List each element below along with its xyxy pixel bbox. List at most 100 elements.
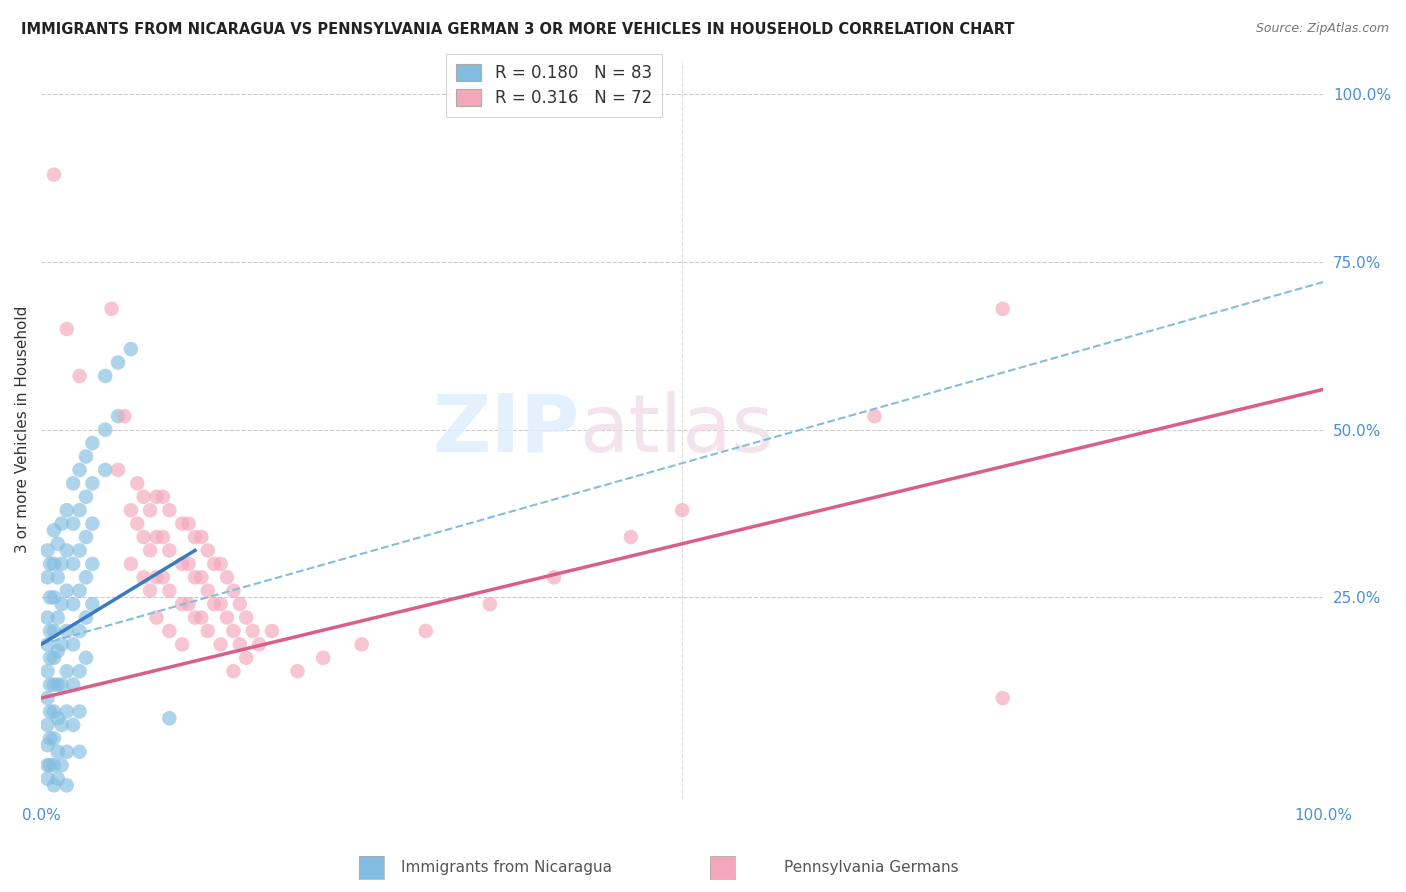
- Point: [37, 772, 59, 786]
- Point: [62, 678, 84, 692]
- Point: [620, 530, 643, 544]
- Point: [62, 597, 84, 611]
- Point: [157, 543, 180, 558]
- Point: [177, 557, 200, 571]
- Point: [222, 624, 245, 638]
- Point: [991, 691, 1014, 706]
- Point: [222, 665, 245, 679]
- Point: [42, 758, 65, 772]
- Point: [209, 597, 232, 611]
- Point: [157, 624, 180, 638]
- Point: [247, 637, 270, 651]
- Point: [157, 583, 180, 598]
- Point: [202, 597, 225, 611]
- Point: [55, 322, 77, 336]
- Point: [51, 758, 73, 772]
- Point: [145, 490, 167, 504]
- Point: [75, 530, 97, 544]
- Point: [37, 610, 59, 624]
- Point: [543, 570, 565, 584]
- Point: [863, 409, 886, 424]
- Point: [37, 570, 59, 584]
- Point: [107, 463, 129, 477]
- Point: [75, 450, 97, 464]
- Point: [37, 665, 59, 679]
- Point: [202, 557, 225, 571]
- Point: [94, 368, 117, 383]
- Point: [229, 637, 252, 651]
- Point: [177, 516, 200, 531]
- Point: [55, 778, 77, 792]
- Point: [100, 301, 122, 316]
- Point: [55, 665, 77, 679]
- Point: [132, 530, 155, 544]
- Point: [190, 530, 212, 544]
- Point: [37, 758, 59, 772]
- Point: [197, 543, 219, 558]
- Point: [222, 583, 245, 598]
- Point: [46, 678, 69, 692]
- Point: [145, 530, 167, 544]
- Point: [39, 758, 62, 772]
- Point: [215, 570, 238, 584]
- Point: [69, 745, 91, 759]
- Point: [42, 591, 65, 605]
- Point: [184, 570, 207, 584]
- Point: [94, 463, 117, 477]
- Point: [51, 718, 73, 732]
- Text: atlas: atlas: [579, 391, 773, 468]
- Point: [39, 591, 62, 605]
- Point: [139, 543, 162, 558]
- Point: [82, 557, 104, 571]
- Point: [42, 557, 65, 571]
- Point: [107, 355, 129, 369]
- Point: [75, 610, 97, 624]
- Point: [152, 530, 174, 544]
- Point: [42, 624, 65, 638]
- Point: [671, 503, 693, 517]
- Point: [152, 570, 174, 584]
- Point: [120, 342, 142, 356]
- Point: [46, 711, 69, 725]
- Point: [42, 650, 65, 665]
- Point: [415, 624, 437, 638]
- Point: [235, 610, 257, 624]
- Point: [127, 516, 149, 531]
- Point: [42, 168, 65, 182]
- Point: [37, 543, 59, 558]
- Point: [69, 583, 91, 598]
- Point: [42, 778, 65, 792]
- Point: [55, 543, 77, 558]
- Point: [51, 678, 73, 692]
- Point: [82, 516, 104, 531]
- Point: [132, 570, 155, 584]
- Point: [190, 570, 212, 584]
- Point: [46, 644, 69, 658]
- Point: [62, 718, 84, 732]
- Point: [39, 624, 62, 638]
- Point: [478, 597, 501, 611]
- Point: [82, 436, 104, 450]
- Point: [184, 530, 207, 544]
- Point: [37, 637, 59, 651]
- Point: [107, 409, 129, 424]
- Point: [132, 490, 155, 504]
- Point: [51, 557, 73, 571]
- Point: [51, 637, 73, 651]
- Point: [991, 301, 1014, 316]
- Point: [51, 516, 73, 531]
- Point: [69, 705, 91, 719]
- Point: [46, 772, 69, 786]
- Point: [37, 738, 59, 752]
- Text: IMMIGRANTS FROM NICARAGUA VS PENNSYLVANIA GERMAN 3 OR MORE VEHICLES IN HOUSEHOLD: IMMIGRANTS FROM NICARAGUA VS PENNSYLVANI…: [21, 22, 1015, 37]
- Point: [350, 637, 373, 651]
- Text: Immigrants from Nicaragua: Immigrants from Nicaragua: [401, 860, 612, 874]
- Point: [42, 524, 65, 538]
- Point: [46, 570, 69, 584]
- Text: ZIP: ZIP: [433, 391, 579, 468]
- Point: [120, 557, 142, 571]
- Point: [46, 537, 69, 551]
- Point: [69, 665, 91, 679]
- Point: [260, 624, 283, 638]
- Point: [242, 624, 264, 638]
